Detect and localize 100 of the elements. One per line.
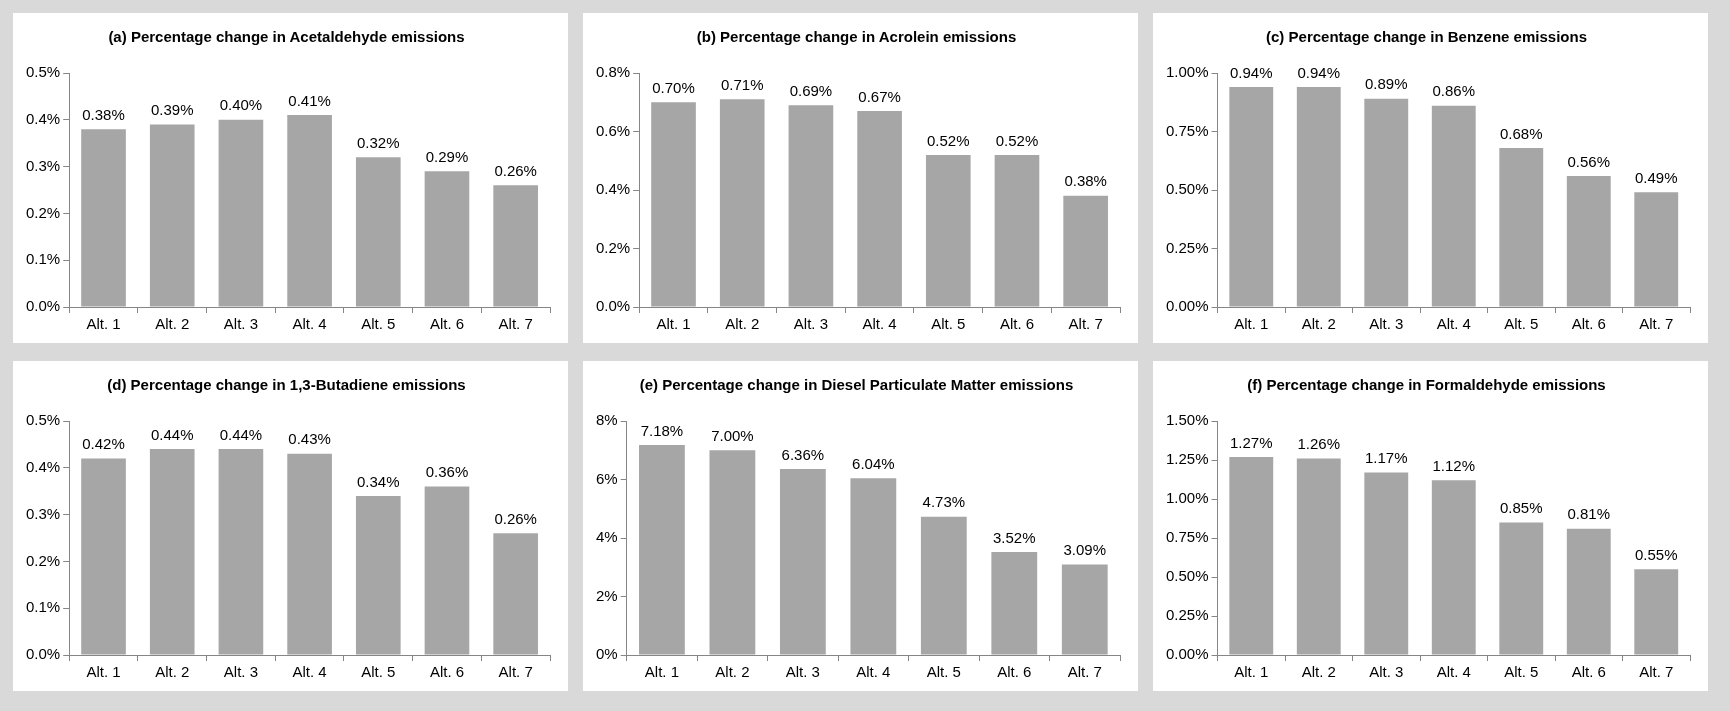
bar	[1364, 472, 1409, 655]
data-label: 0.43%	[288, 430, 331, 448]
bar	[1431, 105, 1476, 307]
x-tick-label: Alt. 2	[725, 315, 760, 333]
chart-title: (d) Percentage change in 1,3-Butadiene emissions	[107, 376, 466, 394]
x-tick-label: Alt. 6	[999, 315, 1035, 333]
data-label: 0.36%	[425, 463, 469, 481]
bar	[424, 171, 470, 307]
bar	[1229, 87, 1274, 307]
data-label: 0.86%	[1432, 82, 1476, 100]
x-tick-label: Alt. 3	[785, 663, 820, 681]
y-tick-label: 0.2%	[595, 238, 631, 256]
data-label: 6.36%	[781, 445, 825, 463]
y-tick-label: 4%	[595, 528, 618, 546]
bar	[218, 119, 264, 307]
x-tick-label: Alt. 5	[361, 663, 396, 681]
bar	[1296, 87, 1341, 307]
x-tick-label: Alt. 3	[793, 315, 828, 333]
chart-title: (b) Percentage change in Acrolein emissions	[696, 28, 1017, 46]
x-tick-label: Alt. 6	[429, 315, 465, 333]
data-label: 0.70%	[652, 78, 695, 96]
data-label: 0.81%	[1567, 505, 1611, 523]
y-tick-label: 0.00%	[1165, 645, 1209, 663]
bar	[991, 552, 1038, 655]
y-tick-label: 0.75%	[1165, 121, 1209, 139]
y-tick-label: 0.0%	[25, 645, 61, 663]
bar	[1431, 480, 1476, 655]
x-tick-label: Alt. 3	[223, 315, 258, 333]
y-tick-label: 0.50%	[1165, 567, 1209, 585]
bar	[1499, 522, 1544, 655]
data-label: 0.41%	[288, 91, 331, 109]
data-label: 0.29%	[425, 147, 469, 165]
bar	[651, 102, 696, 307]
bar	[788, 105, 834, 307]
x-tick-label: Alt. 1	[1234, 315, 1269, 333]
data-label: 0.69%	[789, 81, 833, 99]
chart-title: (c) Percentage change in Benzene emissions	[1266, 28, 1587, 46]
x-tick-label: Alt. 3	[223, 663, 258, 681]
data-label: 0.56%	[1567, 152, 1611, 170]
x-tick-label: Alt. 6	[1571, 663, 1606, 681]
x-tick-label: Alt. 3	[1369, 315, 1404, 333]
y-tick-label: 1.25%	[1165, 450, 1209, 468]
data-label: 1.27%	[1230, 433, 1273, 451]
y-tick-label: 0.2%	[25, 203, 61, 221]
bar	[1229, 456, 1274, 655]
data-label: 3.09%	[1063, 541, 1107, 559]
chart-title: (a) Percentage change in Acetaldehyde emissions	[108, 28, 465, 46]
bar	[639, 444, 685, 655]
bar	[218, 449, 264, 655]
bar	[493, 533, 538, 655]
y-tick-label: 0%	[595, 645, 618, 663]
x-tick-label: Alt. 4	[856, 663, 891, 681]
x-tick-label: Alt. 5	[361, 315, 396, 333]
x-tick-label: Alt. 6	[1571, 315, 1606, 333]
data-label: 0.26%	[494, 509, 537, 527]
data-label: 1.17%	[1365, 449, 1408, 467]
x-tick-label: Alt. 7	[1639, 315, 1674, 333]
x-tick-label: Alt. 4	[862, 315, 897, 333]
data-label: 0.85%	[1499, 499, 1543, 517]
x-tick-label: Alt. 2	[1301, 315, 1336, 333]
bar	[709, 450, 756, 655]
data-label: 0.52%	[927, 131, 970, 149]
x-tick-label: Alt. 6	[429, 663, 465, 681]
data-label: 0.94%	[1297, 63, 1341, 81]
data-label: 0.34%	[357, 472, 400, 490]
x-tick-label: Alt. 5	[1504, 315, 1539, 333]
x-tick-label: Alt. 6	[997, 663, 1032, 681]
x-tick-label: Alt. 7	[498, 315, 533, 333]
bar	[920, 516, 967, 655]
y-tick-label: 0.5%	[25, 411, 61, 429]
y-tick-label: 1.00%	[1165, 489, 1209, 507]
y-tick-label: 0.50%	[1165, 180, 1209, 198]
y-tick-label: 0.8%	[595, 63, 631, 81]
y-tick-label: 1.50%	[1165, 411, 1209, 429]
y-tick-label: 0.00%	[1165, 297, 1209, 315]
x-tick-label: Alt. 5	[926, 663, 961, 681]
data-label: 4.73%	[922, 493, 966, 511]
bar	[1566, 528, 1611, 655]
x-tick-label: Alt. 4	[292, 315, 327, 333]
bar	[1566, 175, 1611, 307]
chart-title: (f) Percentage change in Formaldehyde emissions	[1247, 376, 1606, 394]
data-label: 0.49%	[1634, 168, 1678, 186]
x-tick-label: Alt. 4	[1436, 315, 1471, 333]
data-label: 7.18%	[640, 421, 684, 439]
x-tick-label: Alt. 1	[1234, 663, 1269, 681]
bar	[355, 495, 401, 655]
bar	[1634, 569, 1679, 655]
bar	[994, 154, 1040, 307]
y-tick-label: 0.0%	[595, 297, 631, 315]
y-tick-label: 0.2%	[25, 551, 61, 569]
y-tick-label: 0.25%	[1165, 606, 1209, 624]
x-tick-label: Alt. 7	[498, 663, 533, 681]
bar	[287, 115, 332, 307]
bar	[1499, 147, 1544, 307]
y-tick-label: 2%	[595, 586, 618, 604]
y-tick-label: 0.1%	[25, 250, 61, 268]
bar	[149, 449, 195, 655]
bar	[1063, 195, 1108, 307]
bar	[719, 99, 765, 307]
x-tick-label: Alt. 2	[155, 315, 190, 333]
